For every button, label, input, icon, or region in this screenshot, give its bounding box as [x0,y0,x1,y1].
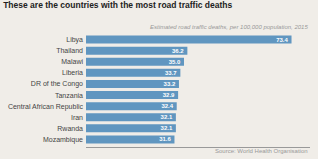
svg-text:Tanzania: Tanzania [55,92,83,99]
svg-text:32.1: 32.1 [161,114,173,120]
svg-text:Estimated road traffic deaths,: Estimated road traffic deaths, per 100,0… [150,24,308,30]
svg-text:Central African Republic: Central African Republic [8,103,84,111]
svg-text:These are the countries with t: These are the countries with the most ro… [3,0,232,10]
svg-text:Thailand: Thailand [56,47,83,54]
svg-text:31.6: 31.6 [159,136,171,142]
svg-text:Source: World Health Organisat: Source: World Health Organisation [215,148,308,154]
svg-text:Liberia: Liberia [62,69,83,76]
svg-text:Rwanda: Rwanda [57,125,83,132]
svg-text:73.4: 73.4 [276,37,288,43]
svg-text:Iran: Iran [71,114,83,121]
svg-text:32.9: 32.9 [163,92,175,98]
svg-text:Libya: Libya [66,36,83,44]
svg-text:36.2: 36.2 [172,48,184,54]
svg-text:Malawi: Malawi [61,58,83,65]
svg-text:DR of the Congo: DR of the Congo [31,80,83,88]
svg-text:33.7: 33.7 [165,70,177,76]
svg-text:32.4: 32.4 [161,103,173,109]
svg-text:32.1: 32.1 [161,125,173,131]
svg-text:33.2: 33.2 [164,81,176,87]
svg-text:Mozambique: Mozambique [43,136,83,144]
svg-text:35.0: 35.0 [169,59,181,65]
